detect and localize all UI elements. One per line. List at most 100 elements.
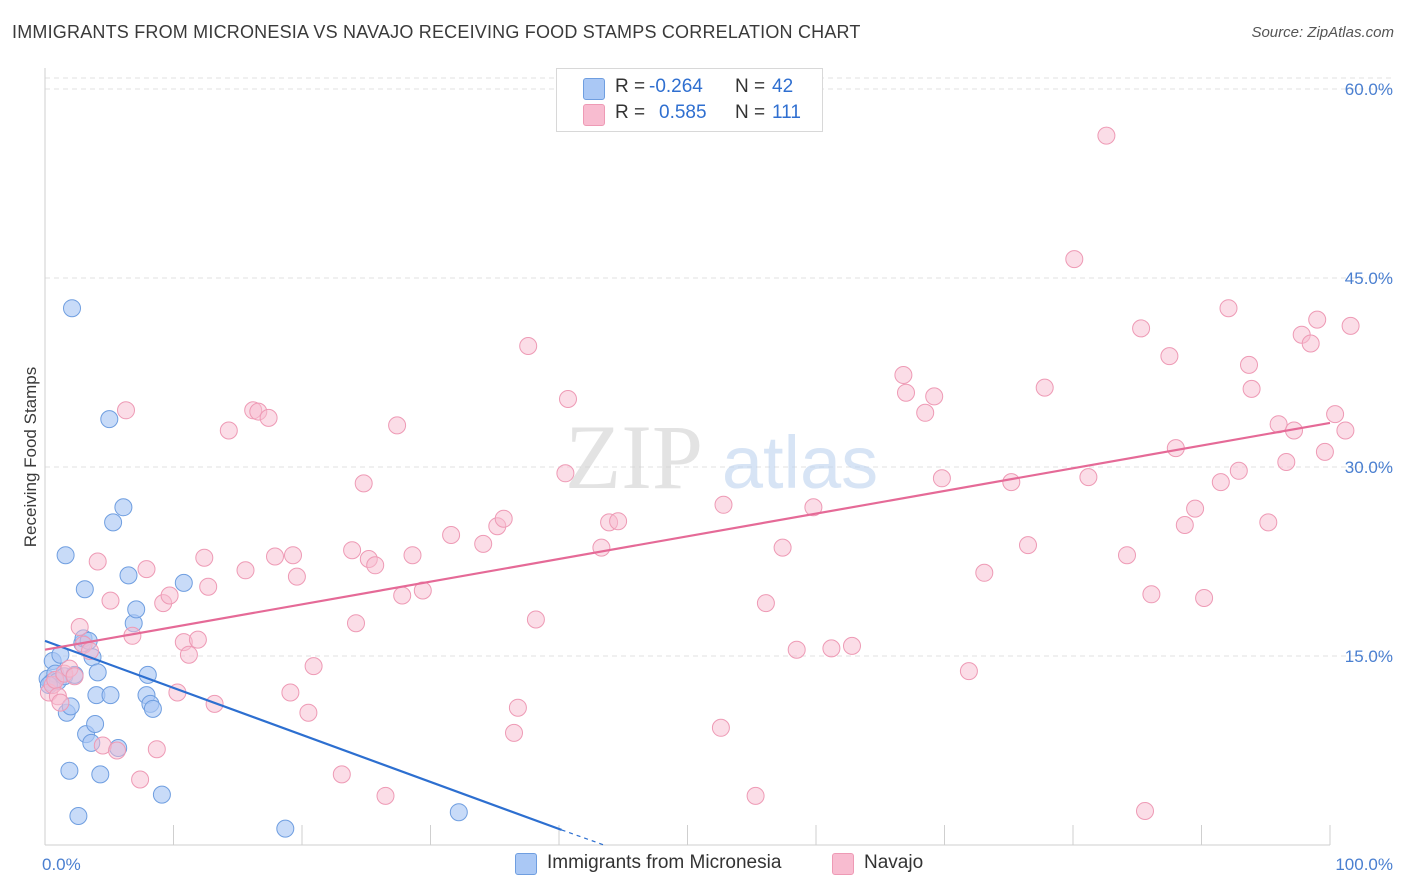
legend-label: Navajo [864, 852, 924, 873]
point-navajo [1341, 316, 1360, 335]
point-navajo [1211, 473, 1230, 492]
point-navajo [843, 636, 861, 655]
point-navajo [1160, 347, 1179, 366]
point-micronesia [152, 785, 171, 804]
point-navajo [822, 639, 841, 658]
point-micronesia [127, 600, 146, 619]
y-tick-label: 30.0% [1345, 458, 1393, 477]
point-navajo [219, 421, 238, 440]
point-navajo [1097, 126, 1116, 145]
point-navajo [804, 498, 823, 517]
point-micronesia [449, 803, 468, 822]
point-micronesia [276, 819, 295, 838]
point-navajo [556, 464, 575, 483]
point-navajo [975, 563, 994, 582]
legend-label: Immigrants from Micronesia [547, 852, 782, 873]
point-navajo [266, 547, 284, 566]
trend-line-micronesia [44, 639, 562, 831]
point-navajo [1118, 546, 1136, 565]
point-navajo [916, 403, 935, 422]
point-navajo [388, 416, 407, 435]
tick-labels: 15.0% 30.0% 45.0% 60.0% 0.0% 100.0% Receiving … [21, 80, 1393, 874]
point-micronesia [88, 663, 107, 682]
point-navajo [559, 390, 577, 408]
point-navajo [508, 698, 527, 717]
point-navajo [366, 556, 385, 575]
y-axis-title: Receiving Food Stamps [21, 367, 40, 547]
point-navajo [332, 765, 351, 784]
point-micronesia [60, 761, 79, 780]
source-label: Source: ZipAtlas.com [1251, 24, 1394, 41]
legend-r-label: R = [615, 102, 646, 123]
point-navajo [1229, 461, 1248, 480]
point-navajo [160, 586, 179, 605]
point-micronesia [56, 546, 75, 565]
point-navajo [403, 546, 422, 565]
legend-n-value: 42 [772, 76, 794, 97]
y-tick-label: 15.0% [1345, 647, 1393, 666]
point-navajo [1259, 513, 1278, 532]
point-navajo [393, 586, 412, 605]
point-navajo [1035, 378, 1054, 397]
axes [44, 68, 1331, 846]
point-navajo [236, 561, 255, 580]
trend-lines [44, 421, 1331, 846]
point-navajo [304, 657, 323, 676]
point-navajo [1308, 310, 1327, 329]
point-navajo [442, 526, 461, 544]
point-navajo [894, 366, 913, 384]
point-micronesia [104, 513, 123, 532]
trend-line-micronesia-extension [561, 829, 605, 846]
point-navajo [343, 541, 362, 560]
legend-row-navajo: R = 0.585 N = 111 [557, 102, 822, 128]
point-navajo [188, 630, 207, 649]
stats-legend: R = -0.264 N = 42 R = 0.585 N = 111 [556, 68, 823, 132]
point-navajo [1277, 453, 1296, 471]
point-navajo [259, 408, 278, 427]
point-navajo [1079, 468, 1098, 487]
point-navajo [714, 495, 733, 514]
legend-r-label: R = [615, 76, 646, 97]
point-navajo [137, 560, 156, 579]
point-navajo [376, 786, 395, 805]
point-navajo [1132, 319, 1151, 338]
legend-swatch-blue [583, 78, 605, 100]
point-navajo [1136, 802, 1154, 820]
point-navajo [925, 387, 944, 406]
point-navajo [959, 662, 978, 681]
point-micronesia [174, 573, 193, 592]
legend-r-value: -0.264 [649, 76, 703, 97]
legend-r-value: 0.585 [659, 102, 707, 123]
point-micronesia [114, 498, 133, 517]
point-navajo [70, 618, 89, 636]
point-navajo [1315, 442, 1334, 461]
point-navajo [1019, 536, 1037, 555]
point-navajo [347, 614, 365, 633]
point-navajo [526, 610, 545, 629]
point-navajo [1065, 250, 1084, 269]
point-navajo [88, 552, 107, 571]
chart-title: IMMIGRANTS FROM MICRONESIA VS NAVAJO REC… [12, 22, 861, 42]
point-navajo [117, 401, 135, 420]
point-micronesia [63, 299, 81, 318]
point-navajo [131, 770, 150, 789]
point-navajo [494, 509, 513, 528]
point-navajo [773, 538, 792, 557]
point-micronesia [100, 410, 119, 429]
legend-n-label: N = [735, 76, 766, 97]
point-micronesia [86, 715, 105, 733]
point-navajo [65, 667, 84, 686]
point-navajo [281, 683, 300, 702]
point-navajo [51, 693, 70, 712]
point-navajo [195, 548, 214, 567]
point-navajo [1219, 299, 1238, 318]
point-navajo [711, 718, 730, 737]
point-navajo [1142, 585, 1161, 604]
point-navajo [1242, 379, 1261, 398]
legend-row-micronesia: R = -0.264 N = 42 [557, 76, 822, 102]
point-navajo [284, 546, 302, 565]
point-navajo [179, 645, 198, 664]
y-tick-label: 45.0% [1345, 269, 1393, 288]
point-navajo [1240, 355, 1258, 374]
legend-n-value: 111 [772, 102, 801, 123]
